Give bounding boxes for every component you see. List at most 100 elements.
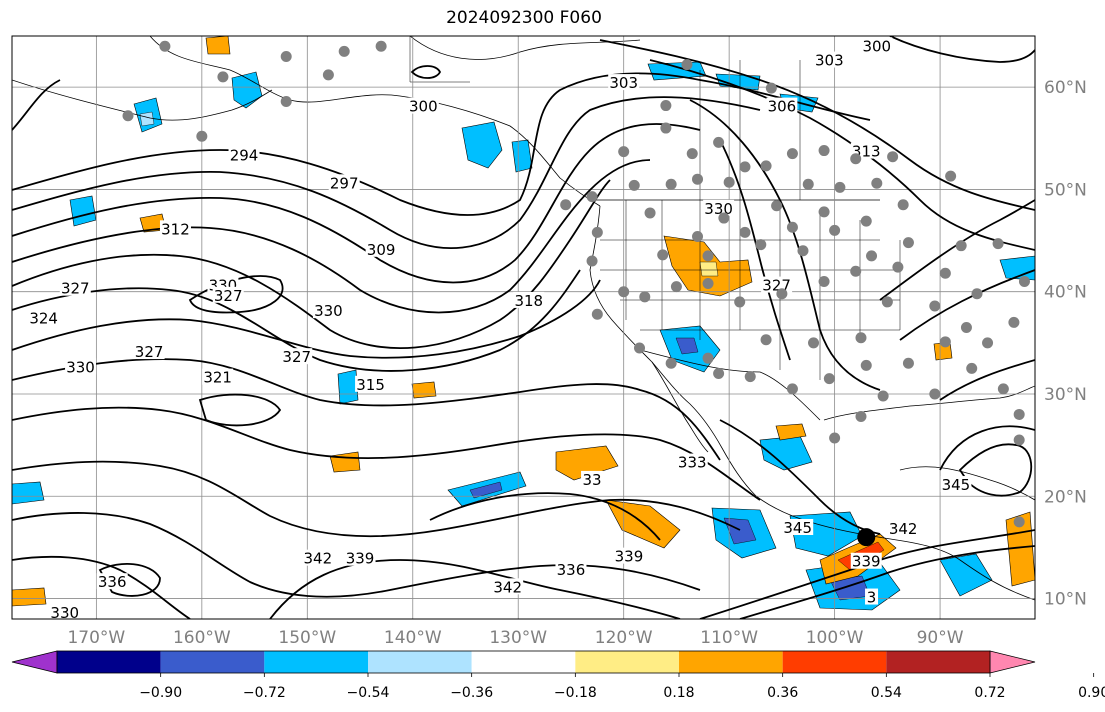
station-dot [639,291,651,303]
lon-tick-label: 90°W [917,628,964,648]
contour-label: 330 [704,200,733,218]
station-dot [744,371,756,383]
station-dot [591,308,603,320]
station-markers [122,40,1030,528]
contour-label-bg [761,276,793,293]
contour [12,358,721,461]
shade-yellow-west [699,261,719,277]
colorbar-tick-label: −0.72 [243,685,286,701]
contour-label-bg [581,470,604,487]
station-dot [902,357,914,369]
shade-midblue-pac3 [469,481,503,499]
station-dot [591,226,603,238]
contour-label-bg [344,549,376,566]
station-dot [834,181,846,193]
shade-blue-pac5 [337,369,359,405]
station-dot [665,178,677,190]
station-dot [929,300,941,312]
contour-label: 342 [304,550,333,568]
station-dot [586,191,598,203]
contour-label-bg [312,302,344,319]
contour [12,269,581,372]
station-dot [670,281,682,293]
coast-canada-north [409,36,641,60]
coastlines [12,36,1035,601]
shade-blue-bc [511,139,533,173]
contour [410,65,442,79]
contour [429,492,661,541]
station-dot [713,368,725,380]
contour-label-bg [555,560,587,577]
shade-orange-nw [205,36,231,55]
contour-label-bg [212,286,244,303]
station-dot [338,45,350,57]
lon-tick-label: 130°W [489,628,547,648]
contour-label-bg [355,375,387,392]
station-dot [196,130,208,142]
contour [889,36,1035,63]
contour-label: 303 [815,52,844,70]
station-dot [765,82,777,94]
station-dot [992,238,1004,250]
colorbar-extend-high [989,650,1036,674]
contour-label-bg [328,174,360,191]
contour-label: 336 [557,561,586,579]
station-dot [929,388,941,400]
contour-label: 333 [678,454,707,472]
station-dot [723,176,735,188]
station-dot [955,240,967,252]
station-dot [797,245,809,257]
colorbar-segment [782,651,887,673]
colorbar-tick-label: −0.36 [450,685,493,701]
contour-label: 339 [852,553,881,571]
map-title: 2024092300 F060 [446,8,602,28]
contour [958,443,1033,497]
contour-label: 297 [330,174,359,192]
station-dot [866,250,878,262]
station-dot [786,383,798,395]
contour-label-bg [850,552,882,569]
station-dot [660,122,672,134]
contour-label-bg [940,476,972,493]
coast-yucatan [899,466,1035,501]
contour [899,269,1035,341]
colorbar-tick-label: −0.54 [347,685,390,701]
lon-tick-label: 100°W [806,628,864,648]
contour-label: 327 [61,280,90,298]
station-dot [217,71,229,83]
station-dot [1013,434,1025,446]
colorbar-tick-label: 0.72 [974,685,1005,701]
station-dot [829,224,841,236]
contour-label-bg [613,547,645,564]
colorbar-segment [57,651,161,673]
colorbar-tick-label: 0.54 [871,685,902,701]
station-dot [855,410,867,422]
shade-midblue-sw [675,337,699,355]
station-dot [657,249,669,261]
station-dot [997,383,1009,395]
station-dot [628,179,640,191]
station-dot [280,50,292,62]
station-dot [686,148,698,160]
contour-label: 342 [493,578,522,596]
shade-orange-pac4 [12,587,47,607]
shade-orange-pac [411,381,437,399]
contour-label: 327 [282,348,311,366]
contour-label: 342 [889,520,918,538]
station-dot [618,286,630,298]
contour-labels: 2942973003033033003063123093273243303273… [28,37,972,619]
station-dot [122,110,134,122]
station-dot [692,230,704,242]
shade-blue-pac4 [12,481,45,505]
contour-label: 327 [135,343,164,361]
shade-orange-gulf [775,423,807,441]
station-dot [1018,275,1030,287]
contour-label: 294 [230,147,259,165]
colorbar-segment [471,651,576,673]
contour-label: 300 [862,37,891,55]
station-dot [881,296,893,308]
station-dot [702,250,714,262]
station-dot [644,207,656,219]
lon-tick-label: 160°W [173,628,231,648]
contour [719,419,881,535]
